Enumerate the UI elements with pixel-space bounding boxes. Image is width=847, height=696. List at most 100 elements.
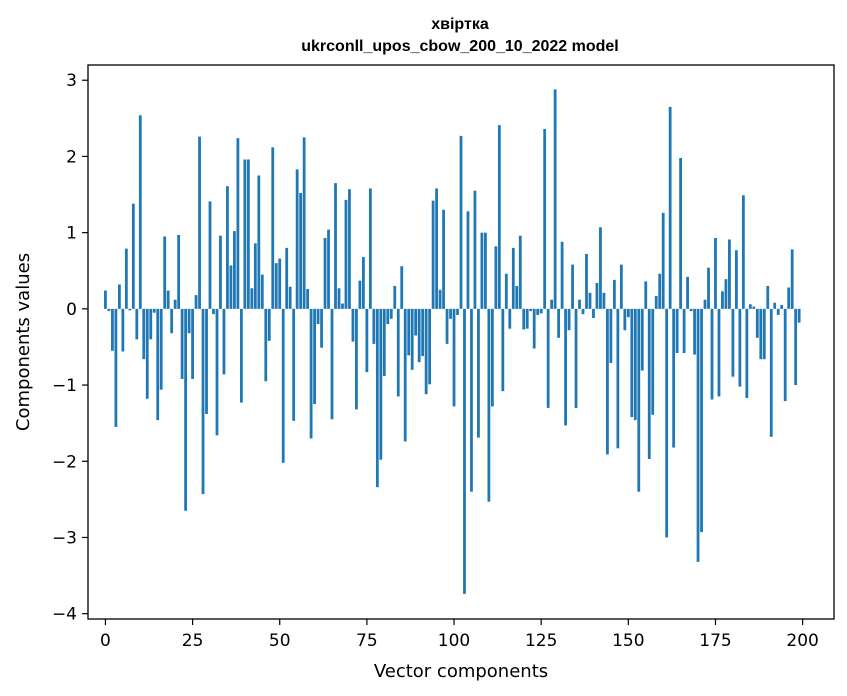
bar-187 [755,308,759,338]
bar-149 [623,308,627,331]
bar-185 [748,304,752,309]
y-tick-label: −1 [52,376,77,396]
bar-55 [295,169,299,309]
bar-77 [372,308,376,344]
bar-168 [689,308,693,312]
bar-145 [609,308,613,363]
bar-73 [358,280,362,309]
x-axis-ticks: 0 25 50 75 100 125 150 175 200 [100,619,819,651]
bar-0 [104,290,107,309]
bar-183 [741,195,745,309]
bar-33 [219,235,222,309]
bar-57 [302,137,306,309]
bar-24 [187,308,191,334]
bar-103 [463,308,466,594]
bar-100 [452,308,456,407]
bar-35 [226,186,229,309]
bar-104 [466,211,470,309]
bar-159 [658,273,662,309]
bar-105 [470,308,473,492]
bar-110 [487,308,491,502]
bar-40 [243,159,247,309]
bar-1 [107,308,111,312]
bar-106 [473,190,477,309]
bar-162 [668,106,672,309]
bar-34 [222,308,226,375]
x-tick-label: 200 [786,631,818,651]
bar-95 [435,188,438,309]
bar-44 [257,175,261,309]
bar-45 [260,274,264,309]
bar-120 [522,308,526,330]
chart-subtitle: ukrconll_upos_cbow_200_10_2022 model [301,38,618,55]
bar-148 [619,264,623,309]
bar-5 [121,308,125,352]
bar-192 [773,302,777,309]
bar-134 [571,264,574,309]
y-tick-label: −3 [52,528,77,548]
bar-108 [480,232,484,309]
bar-22 [180,308,184,379]
bar-113 [497,125,501,309]
bar-196 [787,287,791,309]
bar-184 [745,308,749,399]
bar-46 [264,308,268,382]
bar-119 [518,235,522,309]
bar-122 [529,308,533,312]
bar-42 [250,288,254,309]
bar-21 [177,234,181,309]
bar-147 [616,308,620,449]
x-axis-label: Vector components [374,661,548,682]
bar-179 [728,239,731,309]
bar-167 [686,276,689,309]
bar-90 [417,308,421,363]
bar-15 [156,308,160,421]
bar-59 [309,308,313,439]
bar-11 [142,308,146,360]
bar-7 [128,308,132,311]
bar-6 [124,248,128,309]
bar-121 [525,308,529,329]
bar-182 [738,308,742,387]
bar-146 [612,279,616,309]
bar-9 [135,308,139,340]
bar-8 [131,203,135,309]
bar-139 [588,292,592,309]
bar-85 [400,266,404,309]
bar-75 [365,308,369,373]
bar-83 [393,285,397,309]
bar-88 [410,308,414,370]
bar-124 [536,308,540,315]
bar-37 [233,231,236,309]
bar-170 [696,308,700,562]
bar-160 [661,212,665,309]
bar-129 [553,89,557,309]
x-tick-label: 75 [356,631,378,651]
x-tick-label: 50 [269,631,291,651]
bar-97 [442,209,445,309]
bar-152 [633,308,637,421]
y-tick-label: −4 [52,605,77,625]
bar-180 [731,308,735,377]
bar-32 [215,308,219,436]
bar-54 [292,308,296,421]
bar-10 [138,115,142,309]
x-tick-label: 175 [699,631,731,651]
bar-142 [599,227,602,309]
bar-28 [201,308,205,495]
bar-188 [759,308,763,360]
bar-178 [724,279,728,309]
bar-153 [637,308,641,492]
bar-67 [337,288,341,309]
y-tick-label: 2 [66,147,77,167]
bar-29 [205,308,208,415]
bar-165 [679,157,683,309]
bar-94 [431,200,435,309]
bar-60 [313,308,316,405]
bar-101 [456,308,459,315]
bar-117 [511,247,515,309]
bar-151 [630,308,634,418]
bar-80 [382,308,386,376]
bar-115 [504,273,508,309]
